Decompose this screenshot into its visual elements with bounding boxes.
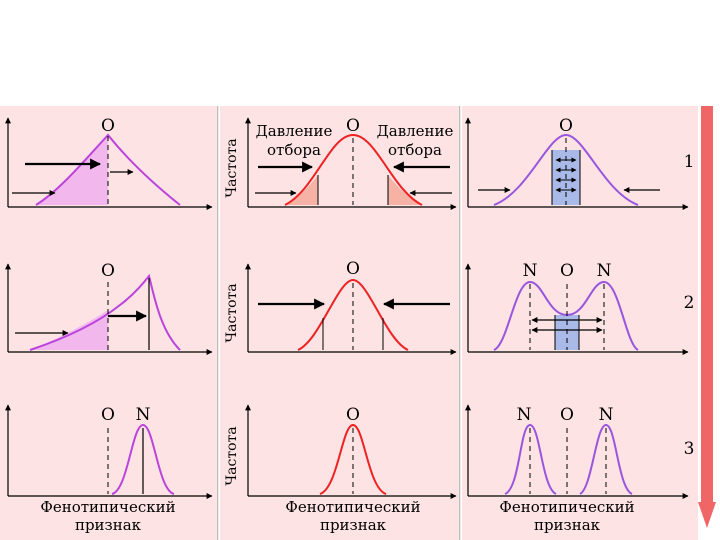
optimum-label: O [559, 116, 573, 136]
optimum-label: O [101, 405, 115, 425]
row-number: 3 [684, 439, 695, 459]
x-axis-label-line-2: признак [75, 516, 142, 534]
shaded-tail [285, 175, 318, 205]
optimum-label: O [560, 405, 574, 425]
x-axis-label-line-2: признак [320, 516, 387, 534]
optimum-label: O [346, 116, 360, 136]
optimum-label: O [346, 259, 360, 279]
x-axis-label-line-1: Фенотипический [40, 498, 175, 516]
row-number: 2 [684, 293, 695, 313]
driving-panel-row-2: O [5, 261, 213, 355]
y-axis-label: Частота [224, 283, 240, 342]
y-axis-label: Частота [224, 426, 240, 485]
optimum-label: O [560, 261, 574, 281]
distribution-curve [504, 423, 557, 495]
distribution-curve [35, 133, 181, 206]
shaded-tail [388, 175, 422, 205]
disruptive-panel-row-2: N O N 2 [465, 261, 695, 355]
row-number: 1 [684, 152, 695, 172]
side-arrow-shaft [701, 106, 713, 506]
new-norm-label: N [517, 405, 532, 425]
distribution-curve [297, 278, 409, 351]
distribution-curve [579, 423, 633, 495]
optimum-label: O [101, 261, 115, 281]
driving-panel-row-1: O [5, 116, 213, 210]
y-axis-label: Частота [224, 138, 240, 197]
side-arrow-head [698, 502, 716, 528]
distribution-curve [493, 133, 639, 206]
distribution-curve [111, 423, 175, 495]
pressure-label-left-line-1: Давление [256, 122, 333, 140]
panel-background [220, 106, 458, 540]
disruptive-panel-row-3: N O N 3 Фенотипический признак [465, 404, 695, 534]
shaded-area [30, 310, 108, 350]
new-norm-label: N [599, 405, 614, 425]
distribution-curve [29, 273, 181, 351]
distribution-curve [319, 423, 387, 495]
distribution-curve [284, 133, 423, 206]
new-norm-label: N [597, 261, 612, 281]
driving-panel-row-3: O N Фенотипический признак [5, 404, 213, 534]
x-axis-label-line-2: признак [534, 516, 601, 534]
stabilizing-panel-row-3: O Частота Фенотипический признак [224, 404, 457, 534]
pressure-label-right-line-2: отбора [388, 141, 442, 159]
stabilizing-panel-row-2: O Частота [224, 259, 457, 355]
optimum-label: O [101, 116, 115, 136]
shaded-area [36, 135, 108, 205]
new-norm-label: N [136, 405, 151, 425]
disruptive-panel-row-1: O 1 [465, 116, 695, 210]
x-axis-label-line-1: Фенотипический [499, 498, 634, 516]
x-axis-label-line-1: Фенотипический [285, 498, 420, 516]
new-norm-label: N [523, 261, 538, 281]
pressure-label-right-line-1: Давление [377, 122, 454, 140]
stabilizing-panel-row-1: O Давление отбора Давление отбора Частот… [224, 116, 457, 210]
pressure-label-left-line-2: отбора [267, 141, 321, 159]
optimum-label: O [346, 405, 360, 425]
